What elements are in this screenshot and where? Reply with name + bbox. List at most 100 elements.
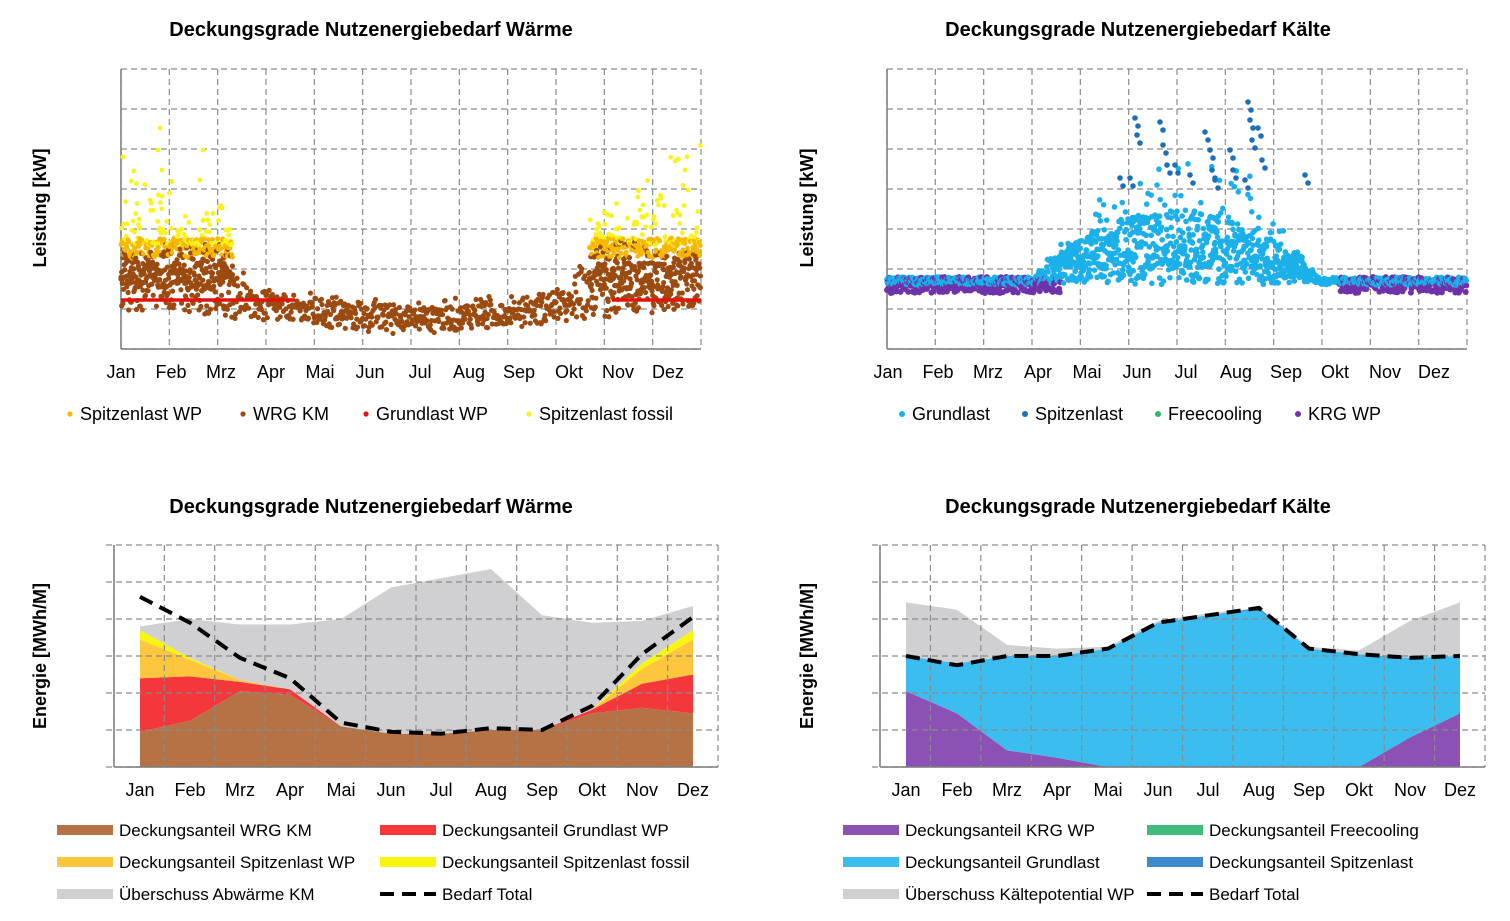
point-krg-wp <box>1462 288 1469 295</box>
point-wrg-km <box>508 320 514 326</box>
point-grundlast <box>1097 218 1104 224</box>
point-wrg-km <box>157 276 163 283</box>
point-grundlast <box>1249 235 1256 242</box>
point-wrg-km <box>611 267 617 274</box>
point-wrg-km <box>153 303 160 309</box>
point-grundlast <box>1199 242 1206 249</box>
point-spitzenlast-fossil <box>210 210 216 216</box>
point-grundlast <box>1245 275 1252 282</box>
legend-swatch <box>380 825 436 835</box>
point-krg-wp <box>1014 289 1021 296</box>
point-wrg-km <box>629 294 635 300</box>
x-tick-label-jun: Jun <box>376 780 405 800</box>
legend-swatch <box>843 825 899 835</box>
point-spitzenlast-fossil <box>226 232 232 238</box>
point-wrg-km <box>458 305 464 311</box>
point-spitzenlast-fossil <box>155 192 161 198</box>
point-spitzenlast <box>1160 127 1166 133</box>
x-tick-label-jan: Jan <box>873 362 902 382</box>
point-spitzenlast <box>1202 129 1208 135</box>
point-wrg-km <box>691 278 698 284</box>
point-wrg-km <box>224 306 230 312</box>
point-wrg-km <box>465 303 471 309</box>
point-spitzenlast-fossil <box>596 223 602 229</box>
point-grundlast <box>1247 173 1253 180</box>
point-wrg-km <box>204 269 210 275</box>
point-wrg-km <box>603 285 609 291</box>
point-wrg-km <box>584 302 591 308</box>
point-wrg-km <box>282 294 288 300</box>
point-krg-wp <box>971 285 977 292</box>
point-wrg-km <box>625 302 631 308</box>
point-grundlast <box>1273 253 1280 259</box>
legend-label: Deckungsanteil Grundlast WP <box>442 821 669 840</box>
area-deckungsanteil-grundlast-wp <box>140 674 693 734</box>
point-spitzenlast-fossil <box>186 220 192 225</box>
legend-label: Deckungsanteil WRG KM <box>119 821 312 840</box>
point-wrg-km <box>569 310 575 317</box>
heat-energy-plot: Jan Feb Mrz Apr Mai Jun Jul Aug Sep Okt Nov Dez <box>106 544 719 800</box>
point-spitzenlast-fossil <box>128 178 134 184</box>
point-wrg-km <box>615 305 622 312</box>
point-wrg-km <box>539 299 545 305</box>
x-tick-label-jan: Jan <box>891 780 920 800</box>
point-wrg-km <box>597 244 604 250</box>
point-grundlast <box>1168 215 1174 221</box>
point-spitzenlast-wp <box>697 253 703 258</box>
point-wrg-km <box>226 289 232 295</box>
x-tick-label-feb: Feb <box>174 780 205 800</box>
point-wrg-km <box>288 309 294 315</box>
point-spitzenlast-fossil <box>688 233 694 239</box>
point-spitzenlast-fossil <box>219 205 225 211</box>
point-grundlast <box>1115 247 1122 253</box>
point-wrg-km <box>670 264 676 270</box>
point-wrg-km <box>585 298 591 304</box>
point-grundlast <box>1094 228 1101 234</box>
point-wrg-km <box>602 313 608 319</box>
point-spitzenlast-fossil <box>694 230 699 235</box>
point-wrg-km <box>207 306 214 312</box>
point-wrg-km <box>327 311 334 318</box>
point-wrg-km <box>176 261 182 267</box>
legend-label: Deckungsanteil Spitzenlast WP <box>119 853 355 872</box>
point-grundlast <box>1235 189 1242 195</box>
point-wrg-km <box>211 283 217 289</box>
point-grundlast <box>1154 182 1160 188</box>
point-wrg-km <box>553 299 559 305</box>
point-grundlast <box>1250 242 1256 248</box>
point-spitzenlast-fossil <box>594 226 599 232</box>
point-grundlast <box>1082 264 1089 270</box>
point-wrg-km <box>412 323 419 329</box>
point-grundlast <box>1114 238 1120 244</box>
point-grundlast <box>1277 241 1284 247</box>
point-grundlast <box>1185 226 1192 232</box>
point-grundlast <box>1200 254 1207 261</box>
point-spitzenlast-fossil <box>155 219 161 224</box>
point-wrg-km <box>218 292 225 298</box>
point-grundlast <box>1155 245 1162 252</box>
point-wrg-km <box>536 291 542 297</box>
point-wrg-km <box>648 272 654 278</box>
point-spitzenlast-fossil <box>206 229 212 235</box>
point-wrg-km <box>392 306 399 313</box>
point-wrg-km <box>178 287 184 293</box>
point-grundlast <box>1110 270 1116 276</box>
point-wrg-km <box>572 281 578 287</box>
point-krg-wp <box>905 288 912 295</box>
point-grundlast <box>1096 197 1103 203</box>
point-wrg-km <box>626 269 633 275</box>
point-wrg-km <box>579 266 585 272</box>
point-wrg-km <box>342 325 348 331</box>
point-wrg-km <box>458 325 464 331</box>
x-tick-label-apr: Apr <box>1024 362 1052 382</box>
point-wrg-km <box>581 315 587 321</box>
point-wrg-km <box>122 267 128 273</box>
point-grundlast <box>1101 226 1107 233</box>
point-spitzenlast-wp <box>672 247 677 252</box>
point-grundlast <box>1130 259 1136 265</box>
chart-title-cold-energy: Deckungsgrade Nutzenergiebedarf Kälte <box>945 496 1331 518</box>
point-grundlast <box>1463 277 1470 284</box>
point-wrg-km <box>540 291 546 298</box>
point-grundlast <box>1087 274 1094 280</box>
point-wrg-km <box>307 290 314 296</box>
